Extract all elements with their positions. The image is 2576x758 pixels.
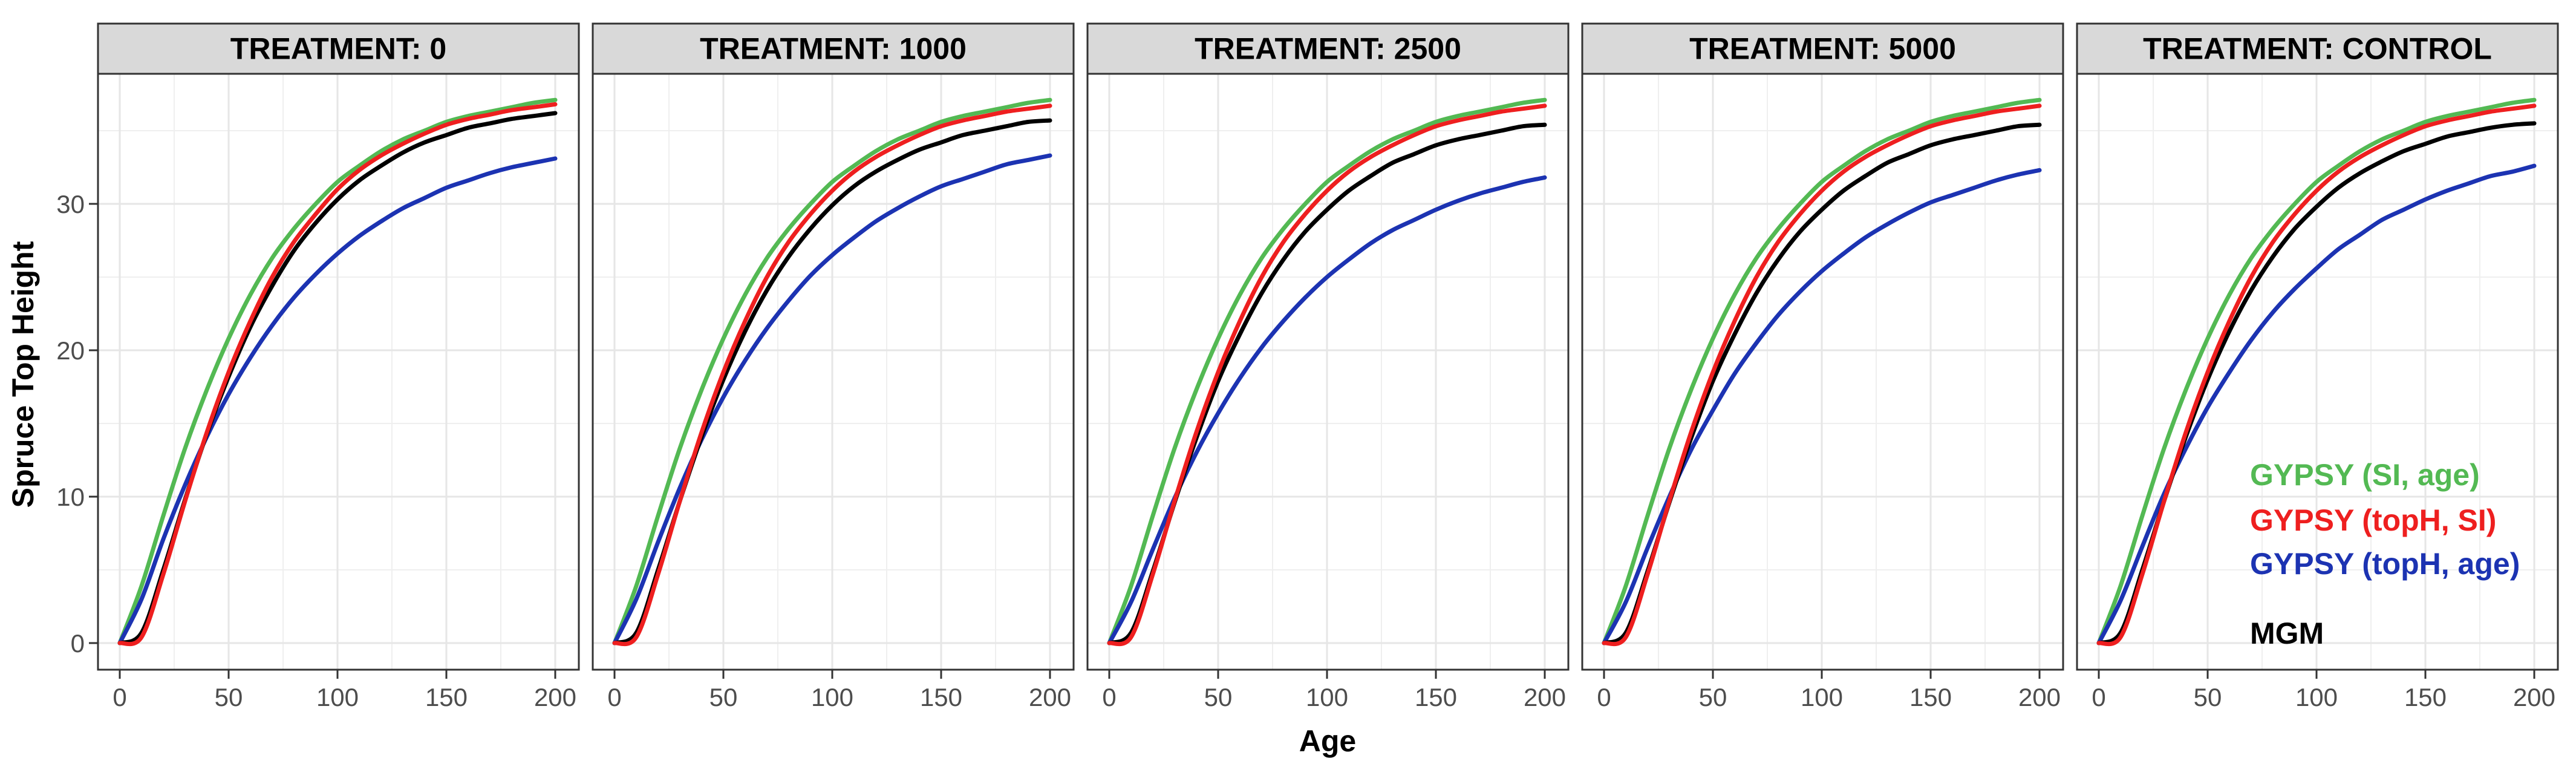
x-tick-label: 100 bbox=[316, 683, 359, 711]
x-tick-label: 50 bbox=[709, 683, 738, 711]
y-tick-label: 0 bbox=[71, 629, 85, 658]
line-gypsy-toph-si-treatment-2500 bbox=[1107, 103, 1547, 647]
line-gypsy-toph-age-treatment-1000 bbox=[612, 153, 1052, 645]
facet-strip-title-treatment-5000: TREATMENT: 5000 bbox=[1689, 32, 1956, 66]
x-tick-label: 200 bbox=[2513, 683, 2555, 711]
legend-label-gypsy-si-age: GYPSY (SI, age) bbox=[2250, 458, 2480, 492]
line-gypsy-toph-age-treatment-0 bbox=[117, 156, 558, 645]
x-tick-label: 50 bbox=[2194, 683, 2222, 711]
line-gypsy-si-age-treatment-2500 bbox=[1107, 97, 1547, 645]
legend-label-gypsy-toph-age: GYPSY (topH, age) bbox=[2250, 547, 2520, 581]
x-tick-label: 100 bbox=[2295, 683, 2338, 711]
x-tick-label: 100 bbox=[1306, 683, 1348, 711]
facet-strip-title-treatment-1000: TREATMENT: 1000 bbox=[700, 32, 967, 66]
y-axis-title: Spruce Top Height bbox=[6, 241, 40, 508]
x-tick-label: 200 bbox=[1029, 683, 1071, 711]
x-tick-label: 200 bbox=[2018, 683, 2061, 711]
x-tick-label: 150 bbox=[2404, 683, 2447, 711]
line-gypsy-toph-si-treatment-0 bbox=[117, 102, 558, 647]
facet-strip-treatment-5000 bbox=[1581, 22, 2064, 75]
x-tick-label: 0 bbox=[1597, 683, 1611, 711]
line-gypsy-si-age-treatment-5000 bbox=[1602, 97, 2042, 645]
x-tick-label: 0 bbox=[2092, 683, 2105, 711]
x-tick-label: 50 bbox=[215, 683, 243, 711]
line-gypsy-si-age-treatment-control bbox=[2096, 97, 2537, 645]
legend-label-mgm: MGM bbox=[2250, 616, 2324, 650]
facet-strip-treatment-control bbox=[2076, 22, 2559, 75]
facet-strip-treatment-2500 bbox=[1086, 22, 1570, 75]
x-tick-label: 200 bbox=[1524, 683, 1566, 711]
x-tick-label: 0 bbox=[112, 683, 126, 711]
line-gypsy-toph-age-treatment-control bbox=[2096, 163, 2537, 645]
y-tick-label: 20 bbox=[56, 336, 85, 365]
line-gypsy-toph-si-treatment-1000 bbox=[612, 103, 1052, 647]
facet-strip-title-treatment-0: TREATMENT: 0 bbox=[230, 32, 446, 66]
x-tick-label: 0 bbox=[607, 683, 621, 711]
x-tick-label: 100 bbox=[811, 683, 853, 711]
x-tick-label: 150 bbox=[920, 683, 962, 711]
facet-strip-title-treatment-2500: TREATMENT: 2500 bbox=[1195, 32, 1461, 66]
y-tick-label: 10 bbox=[56, 483, 85, 511]
x-tick-label: 100 bbox=[1801, 683, 1843, 711]
legend-label-gypsy-toph-si: GYPSY (topH, SI) bbox=[2250, 503, 2496, 537]
x-tick-label: 50 bbox=[1699, 683, 1727, 711]
line-gypsy-toph-si-treatment-control bbox=[2096, 103, 2537, 647]
y-tick-label: 30 bbox=[56, 190, 85, 218]
line-gypsy-toph-si-treatment-5000 bbox=[1602, 103, 2042, 647]
x-tick-label: 150 bbox=[425, 683, 468, 711]
facet-strip-title-treatment-control: TREATMENT: CONTROL bbox=[2143, 32, 2492, 66]
x-tick-label: 150 bbox=[1415, 683, 1457, 711]
x-tick-label: 150 bbox=[1909, 683, 1952, 711]
facet-strip-treatment-1000 bbox=[592, 22, 1075, 75]
line-gypsy-si-age-treatment-0 bbox=[117, 97, 558, 645]
x-tick-label: 0 bbox=[1102, 683, 1116, 711]
x-axis-title: Age bbox=[1299, 724, 1357, 758]
x-tick-label: 50 bbox=[1204, 683, 1233, 711]
x-tick-label: 200 bbox=[534, 683, 576, 711]
line-gypsy-si-age-treatment-1000 bbox=[612, 97, 1052, 645]
facet-strip-treatment-0 bbox=[97, 22, 580, 75]
